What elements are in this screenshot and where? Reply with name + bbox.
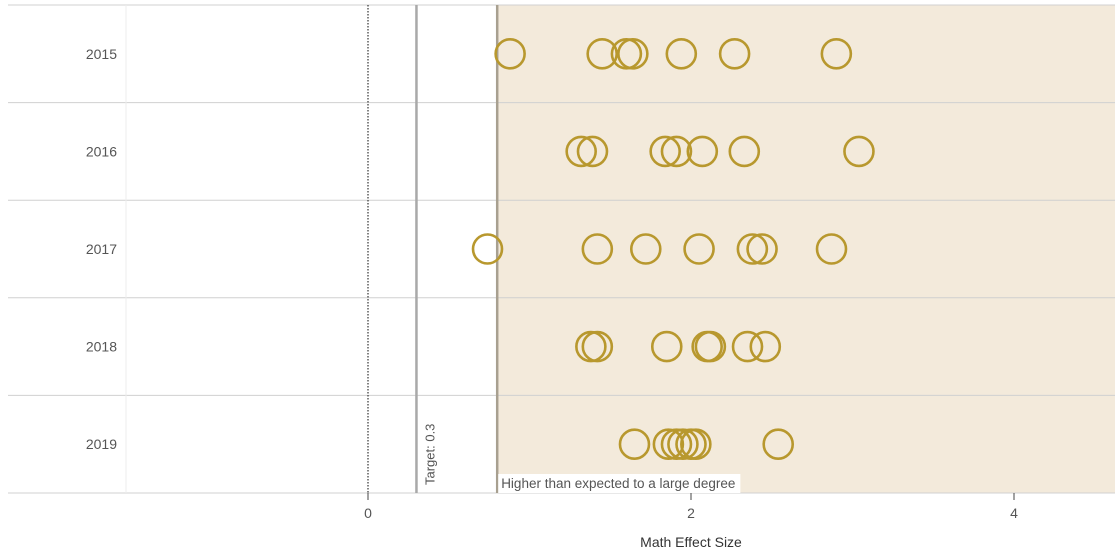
data-point	[820, 37, 853, 70]
y-tick-label: 2017	[86, 241, 117, 257]
data-point	[749, 330, 782, 363]
x-tick-label: 4	[1010, 505, 1018, 521]
data-points	[471, 37, 875, 461]
data-point	[650, 330, 683, 363]
x-axis-title: Math Effect Size	[640, 534, 742, 550]
data-point	[718, 37, 751, 70]
data-point	[686, 135, 719, 168]
high-effect-region	[497, 5, 1115, 493]
data-point	[694, 330, 727, 363]
data-point	[728, 135, 761, 168]
data-point	[815, 233, 848, 265]
x-axis-ticks: 0 2 4	[364, 493, 1018, 521]
data-point	[736, 233, 769, 265]
data-point	[667, 428, 699, 461]
data-point	[610, 37, 643, 70]
data-point	[843, 135, 875, 168]
y-tick-label: 2016	[86, 143, 117, 159]
data-point	[581, 330, 614, 363]
data-point	[665, 37, 698, 70]
data-point	[576, 135, 609, 168]
target-label: Target: 0.3	[422, 424, 437, 485]
y-tick-label: 2018	[86, 339, 117, 355]
data-point	[565, 135, 597, 168]
data-point	[660, 135, 693, 168]
x-tick-label: 2	[687, 505, 695, 521]
data-point	[731, 330, 764, 363]
data-point	[683, 233, 715, 265]
data-point	[618, 428, 651, 461]
x-tick-label: 0	[364, 505, 372, 521]
data-point	[575, 330, 607, 363]
data-point	[629, 233, 662, 265]
data-point	[494, 37, 526, 70]
data-point	[617, 37, 649, 70]
data-point	[660, 428, 693, 461]
y-tick-label: 2019	[86, 436, 117, 452]
data-point	[471, 233, 504, 265]
data-point	[581, 233, 614, 265]
y-tick-labels: 2015 2016 2017 2018 2019	[86, 46, 117, 452]
data-point	[649, 135, 681, 168]
data-point	[762, 428, 795, 461]
data-point	[586, 37, 618, 70]
data-point	[680, 428, 712, 461]
threshold-label: Higher than expected to a large degree	[501, 476, 735, 491]
data-point	[746, 233, 778, 265]
y-tick-label: 2015	[86, 46, 117, 62]
data-point	[652, 428, 685, 461]
threshold-label-background	[498, 474, 741, 493]
